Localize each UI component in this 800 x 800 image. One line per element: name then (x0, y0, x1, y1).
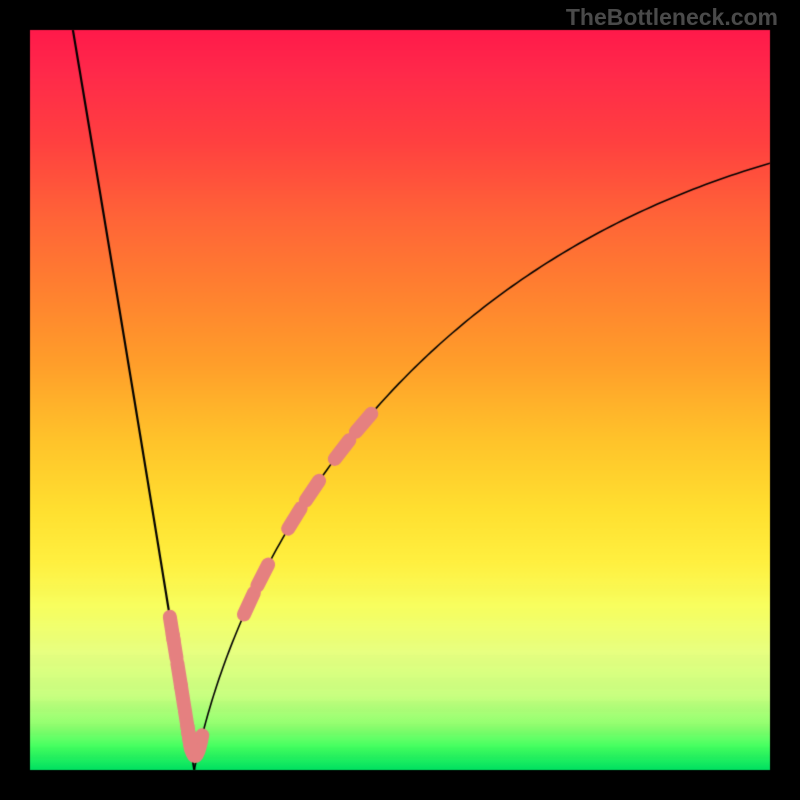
bottleneck-curve-layer (0, 0, 800, 800)
chart-stage: TheBottleneck.com (0, 0, 800, 800)
